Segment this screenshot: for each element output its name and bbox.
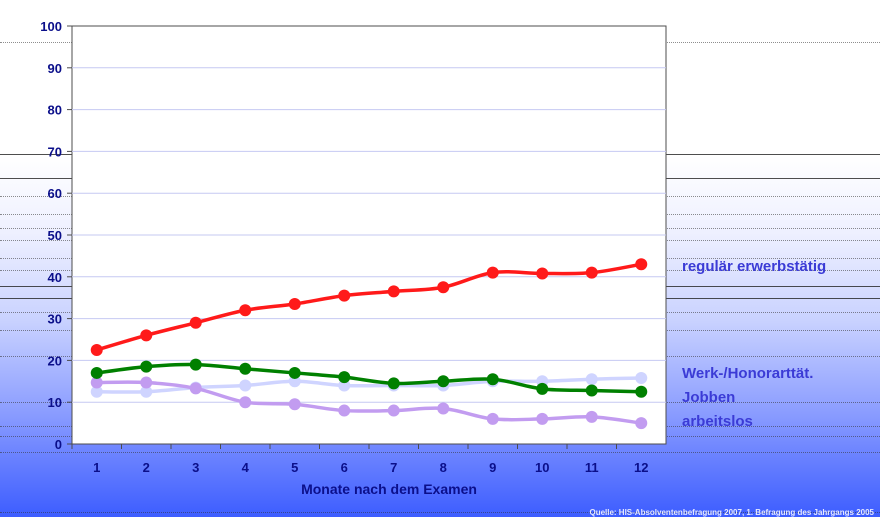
label-werk-honorar: Werk-/Honorarttät.	[682, 365, 814, 382]
data-point	[437, 402, 450, 415]
y-tick-label: 40	[48, 270, 62, 285]
x-tick-label: 9	[489, 460, 496, 475]
data-point	[140, 385, 153, 398]
data-point	[635, 371, 648, 384]
data-point	[239, 362, 252, 375]
data-point	[536, 267, 549, 280]
data-point	[189, 316, 202, 329]
data-point	[189, 382, 202, 395]
data-point	[239, 379, 252, 392]
y-tick-label: 30	[48, 312, 62, 327]
source-note: Quelle: HIS-Absolventenbefragung 2007, 1…	[589, 508, 874, 517]
y-tick-label: 80	[48, 103, 62, 118]
data-point	[585, 410, 598, 423]
data-point	[387, 285, 400, 298]
y-tick-label: 100	[40, 19, 62, 34]
x-tick-label: 7	[390, 460, 397, 475]
data-point	[585, 384, 598, 397]
data-point	[288, 398, 301, 411]
data-point	[90, 385, 103, 398]
y-tick-label: 60	[48, 186, 62, 201]
x-axis: 1 2 3 4 5 6 7 8 9 10 11 12	[71, 444, 648, 475]
x-tick-label: 6	[341, 460, 348, 475]
data-point	[288, 366, 301, 379]
data-point	[585, 373, 598, 386]
data-point	[140, 329, 153, 342]
data-point	[90, 343, 103, 356]
y-tick-label: 50	[48, 228, 62, 243]
data-point	[140, 360, 153, 373]
y-tick-label: 0	[55, 437, 62, 452]
data-point	[140, 376, 153, 389]
y-tick-label: 90	[48, 61, 62, 76]
background-stripe	[0, 452, 880, 453]
data-point	[585, 266, 598, 279]
data-point	[635, 258, 648, 271]
label-arbeitslos: arbeitslos	[682, 413, 753, 430]
data-point	[338, 404, 351, 417]
x-tick-label: 12	[634, 460, 648, 475]
x-tick-label: 2	[143, 460, 150, 475]
background-stripe	[0, 512, 880, 513]
data-point	[635, 385, 648, 398]
x-tick-label: 5	[291, 460, 298, 475]
data-point	[536, 382, 549, 395]
data-point	[486, 412, 499, 425]
gridlines	[72, 67, 666, 403]
y-tick-label: 70	[48, 144, 62, 159]
y-tick-label: 20	[48, 353, 62, 368]
data-point	[239, 304, 252, 317]
data-point	[437, 375, 450, 388]
y-tick-label: 10	[48, 395, 62, 410]
x-tick-label: 11	[585, 460, 599, 475]
label-jobben: Jobben	[682, 389, 736, 406]
data-point	[536, 412, 549, 425]
data-point	[338, 371, 351, 384]
series-group	[90, 258, 648, 430]
data-point	[437, 281, 450, 294]
x-tick-label: 8	[440, 460, 447, 475]
data-point	[635, 417, 648, 430]
label-regular-erwerbstaetig: regulär erwerbstätig	[682, 258, 827, 275]
data-point	[486, 373, 499, 386]
y-axis: 0 10 20 30 40 50 60 70 80 90 100	[40, 19, 72, 452]
data-point	[338, 289, 351, 302]
data-point	[486, 266, 499, 279]
x-tick-label: 1	[93, 460, 100, 475]
data-point	[338, 379, 351, 392]
data-point	[239, 396, 252, 409]
x-tick-label: 10	[535, 460, 549, 475]
x-axis-label: Monate nach dem Examen	[301, 481, 477, 497]
data-point	[387, 377, 400, 390]
x-tick-label: 4	[242, 460, 250, 475]
data-point	[387, 404, 400, 417]
data-point	[90, 366, 103, 379]
data-point	[189, 358, 202, 371]
data-point	[90, 376, 103, 389]
data-point	[288, 297, 301, 310]
data-point	[288, 375, 301, 388]
x-tick-label: 3	[192, 460, 199, 475]
